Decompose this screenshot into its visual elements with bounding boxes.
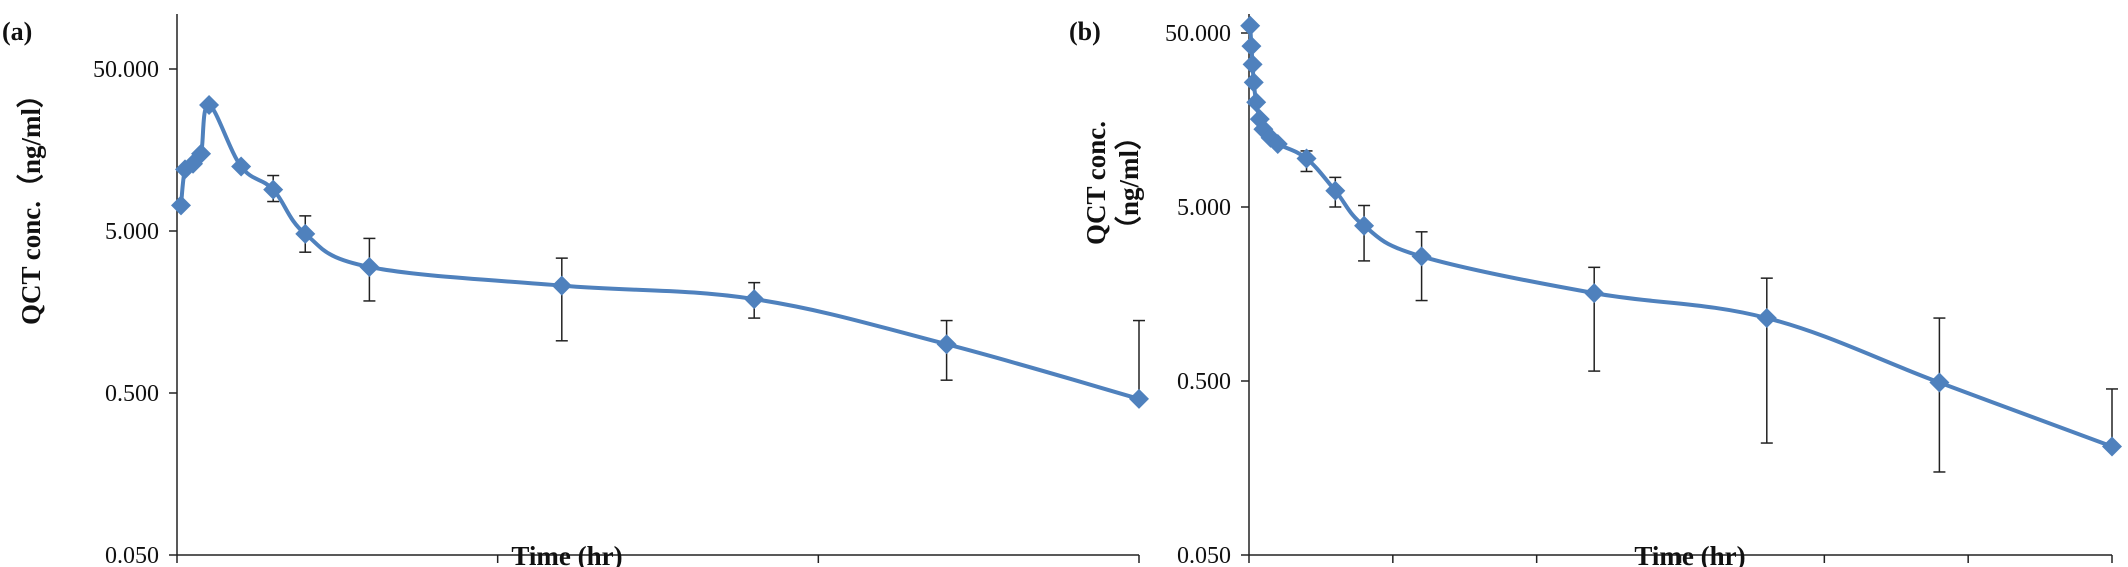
- panel-a-y-axis-title: QCT conc.（ng/ml）: [16, 81, 46, 325]
- panel-b-data-point: [1242, 54, 1263, 75]
- panel-a-y-tick-label: 50.000: [93, 57, 159, 83]
- panel-b-data-point: [1246, 92, 1267, 113]
- panel-a-y-tick-label: 5.000: [105, 219, 159, 245]
- panel-b-data-point: [1411, 246, 1432, 267]
- panel-b-data-point: [1240, 15, 1261, 36]
- panel-b-data-point: [1325, 180, 1346, 201]
- panel-b-data-point: [1296, 148, 1317, 169]
- panel-b-series-line: [1248, 25, 2113, 449]
- panel-a-data-point: [295, 223, 316, 244]
- panel-b-data-point: [2102, 436, 2122, 457]
- panel-b-y-axis-title-line2: （ng/ml）: [1114, 123, 1144, 243]
- panel-b-y-tick-label: 50.000: [1165, 21, 1231, 47]
- panel-a-data-point: [171, 195, 192, 216]
- panel-b-y-axis-title-line1: QCT conc.: [1081, 121, 1111, 245]
- panel-b-data-point: [1243, 72, 1264, 93]
- panel-b-y-tick-label: 5.000: [1177, 195, 1231, 221]
- panel-a-data-point: [191, 143, 212, 164]
- panel-b-y-tick-label: 0.050: [1177, 543, 1231, 567]
- panel-b-data-point: [1354, 215, 1375, 236]
- panel-a-data-point: [359, 256, 380, 277]
- panel-a-label: (a): [2, 17, 32, 46]
- panel-b-data-point: [1584, 283, 1605, 304]
- panel-a-y-tick-label: 0.050: [105, 543, 159, 567]
- panel-a-data-point: [936, 334, 957, 355]
- panel-a-x-axis-title: Time (hr): [511, 541, 622, 567]
- panel-a-data-point: [551, 275, 572, 296]
- panel-a-data-point: [1129, 388, 1149, 409]
- panel-a-y-tick-label: 0.500: [105, 381, 159, 407]
- panel-b-x-axis-title: Time (hr): [1634, 541, 1745, 567]
- panel-b-data-point: [1929, 372, 1950, 393]
- panel-b-data-point: [1267, 134, 1288, 155]
- panel-a-data-point: [199, 94, 220, 115]
- panel-b-data-point: [1756, 308, 1777, 329]
- panel-b-y-tick-label: 0.500: [1177, 369, 1231, 395]
- panel-b-data-point: [1241, 36, 1262, 57]
- panel-b-label: (b): [1069, 17, 1101, 46]
- panel-a-data-point: [263, 179, 284, 200]
- panel-a-data-point: [744, 289, 765, 310]
- panel-a-data-point: [231, 156, 252, 177]
- panel-a-series-line: [179, 102, 1140, 401]
